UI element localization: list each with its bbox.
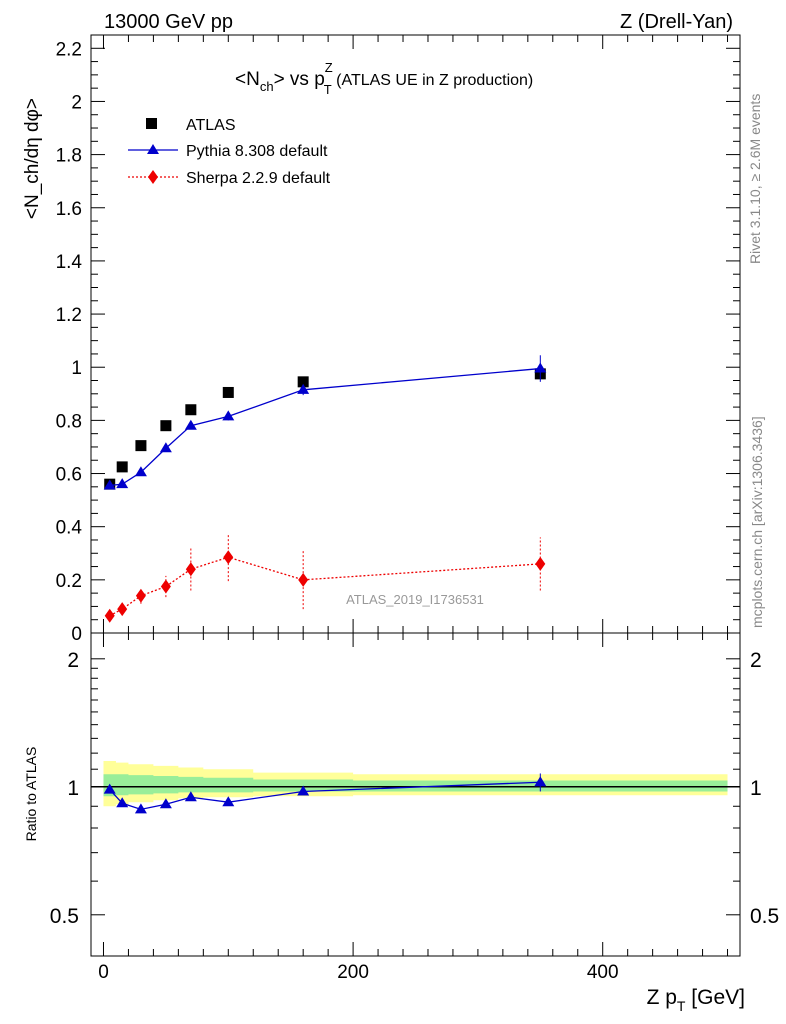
data-point bbox=[160, 579, 171, 594]
x-tick-label: 400 bbox=[587, 962, 619, 983]
data-point bbox=[297, 383, 310, 394]
data-point bbox=[222, 410, 235, 421]
data-point bbox=[104, 608, 115, 623]
y-tick-label: 0 bbox=[71, 624, 82, 645]
ratio-tick-label-left: 1 bbox=[67, 777, 79, 800]
ratio-data-point bbox=[159, 798, 172, 809]
main-tick-marks bbox=[91, 35, 740, 634]
main-y-axis-label: <N_ch/dη dφ> bbox=[22, 98, 43, 219]
ratio-y-tick-labels: 0.5 0.5 1 1 2 2 bbox=[50, 649, 779, 928]
process-label: Z (Drell-Yan) bbox=[620, 11, 733, 33]
ratio-frame bbox=[90, 632, 741, 957]
y-tick-label: 0.6 bbox=[56, 465, 82, 486]
legend: ATLAS Pythia 8.308 default Sherpa 2.2.9 … bbox=[128, 117, 331, 187]
x-axis-label-rest: [GeV] bbox=[685, 986, 745, 1009]
y-tick-label: 1.4 bbox=[56, 252, 83, 273]
data-point bbox=[160, 420, 172, 432]
legend-label-atlas: ATLAS bbox=[186, 117, 236, 134]
data-point bbox=[222, 386, 234, 398]
data-point bbox=[184, 419, 197, 430]
ratio-panel: 0.5 0.5 1 1 2 2 0 200 400 bbox=[50, 632, 779, 983]
data-point bbox=[534, 362, 547, 373]
x-tick-label: 200 bbox=[337, 962, 369, 983]
data-point bbox=[103, 479, 116, 490]
title-part: > vs p bbox=[274, 69, 325, 90]
data-point bbox=[223, 550, 234, 565]
title-part: <N bbox=[235, 69, 260, 90]
side-label-mcplots: mcplots.cern.ch [arXiv:1306.3436] bbox=[749, 416, 765, 628]
data-point bbox=[116, 478, 129, 489]
ratio-data-point bbox=[116, 797, 129, 808]
data-point bbox=[298, 572, 309, 587]
analysis-watermark: ATLAS_2019_I1736531 bbox=[346, 592, 484, 607]
ratio-tick-label-right: 2 bbox=[750, 649, 762, 672]
ratio-tick-label-left: 0.5 bbox=[50, 905, 79, 928]
ratio-data-layer bbox=[91, 773, 740, 814]
ratio-bands bbox=[103, 760, 728, 807]
y-tick-label: 1.8 bbox=[56, 146, 82, 167]
main-panel: 0 0.2 0.4 0.6 0.8 1 1.2 1.4 1.6 1.8 2 2.2 bbox=[56, 34, 741, 645]
data-point bbox=[117, 602, 128, 617]
title-sub: ch bbox=[260, 79, 274, 94]
y-tick-label: 0.8 bbox=[56, 411, 82, 432]
x-axis-label-sub: T bbox=[677, 998, 686, 1014]
legend-label-pythia: Pythia 8.308 default bbox=[186, 143, 328, 160]
legend-marker-sherpa bbox=[148, 170, 158, 184]
ratio-tick-label-left: 2 bbox=[67, 649, 79, 672]
side-label-rivet: Rivet 3.1.10, ≥ 2.6M events bbox=[747, 94, 763, 264]
y-tick-label: 2 bbox=[71, 92, 82, 113]
data-point bbox=[134, 466, 147, 477]
data-point bbox=[535, 556, 546, 571]
main-data-layer bbox=[103, 355, 547, 623]
ratio-tick-label-right: 1 bbox=[750, 777, 762, 800]
data-point bbox=[135, 588, 146, 603]
x-tick-label: 0 bbox=[98, 962, 109, 983]
plot-title: <Nch> vs pZ T (ATLAS UE in Z production) bbox=[235, 60, 533, 97]
data-point bbox=[185, 404, 197, 416]
y-tick-label: 0.4 bbox=[56, 518, 83, 539]
energy-label: 13000 GeV pp bbox=[104, 11, 233, 33]
data-point bbox=[116, 461, 128, 473]
series-line bbox=[109, 367, 541, 487]
title-rest: (ATLAS UE in Z production) bbox=[332, 72, 534, 89]
main-y-tick-labels: 0 0.2 0.4 0.6 0.8 1 1.2 1.4 1.6 1.8 2 2.2 bbox=[56, 39, 83, 645]
ratio-tick-marks bbox=[91, 633, 740, 956]
ratio-data-point bbox=[184, 791, 197, 802]
legend-label-sherpa: Sherpa 2.2.9 default bbox=[186, 170, 331, 187]
x-axis-label: Z pT [GeV] bbox=[647, 986, 745, 1014]
ratio-data-point bbox=[103, 783, 116, 794]
ratio-data-point bbox=[222, 796, 235, 807]
data-point bbox=[297, 376, 309, 388]
y-tick-label: 2.2 bbox=[56, 39, 82, 60]
uncertainty-band bbox=[103, 774, 728, 797]
x-tick-labels: 0 200 400 bbox=[98, 962, 618, 983]
title-sup: Z bbox=[325, 60, 333, 75]
data-point bbox=[135, 440, 147, 452]
data-point bbox=[159, 442, 172, 453]
legend-marker-atlas bbox=[146, 118, 157, 129]
y-tick-label: 1.2 bbox=[56, 305, 82, 326]
x-axis-label-main: Z p bbox=[647, 986, 677, 1009]
y-tick-label: 0.2 bbox=[56, 571, 82, 592]
ratio-data-point bbox=[534, 776, 547, 787]
ratio-tick-label-right: 0.5 bbox=[750, 905, 779, 928]
ratio-data-point bbox=[297, 785, 310, 796]
ratio-y-axis-label: Ratio to ATLAS bbox=[23, 747, 39, 842]
ratio-data-point bbox=[134, 803, 147, 814]
data-point bbox=[185, 562, 196, 577]
title-sub2: T bbox=[324, 82, 332, 97]
legend-marker-pythia bbox=[147, 144, 159, 154]
y-tick-label: 1 bbox=[71, 358, 82, 379]
y-tick-label: 1.6 bbox=[56, 199, 82, 220]
